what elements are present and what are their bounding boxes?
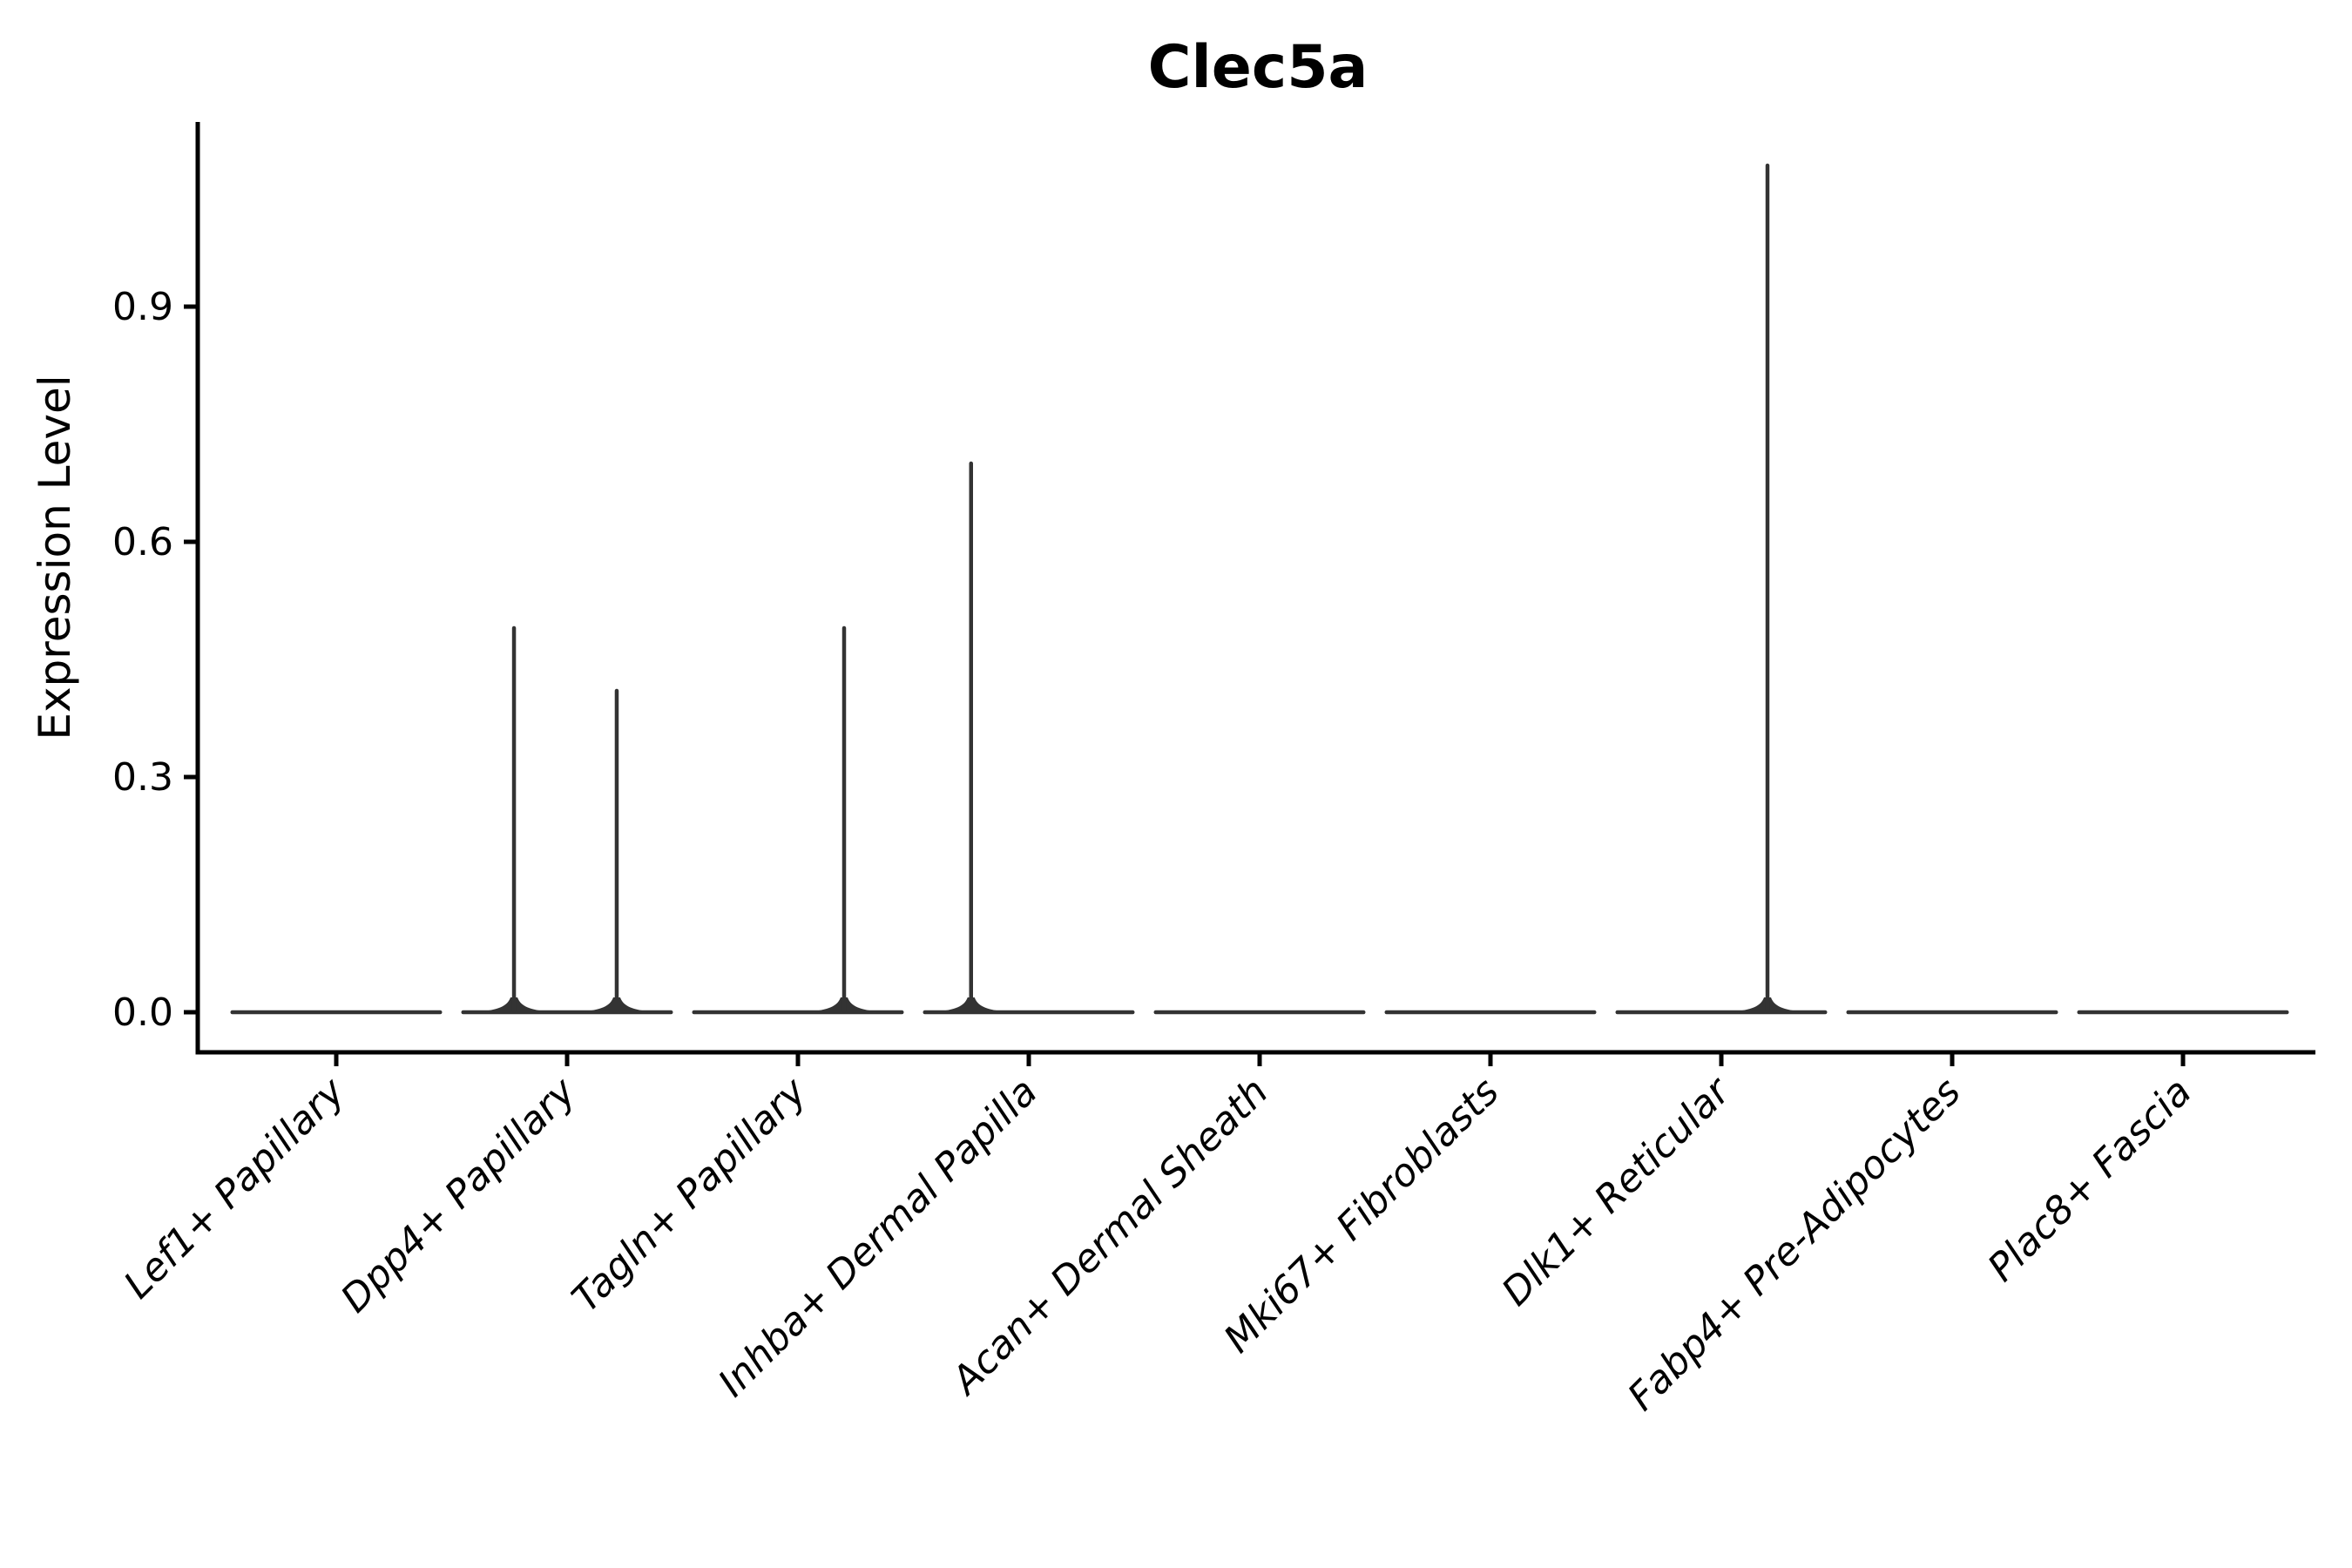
y-tick-label: 0.3 <box>112 755 173 800</box>
violin-inhba-dermal-papilla <box>923 461 1135 1015</box>
violins <box>230 163 2289 1015</box>
violin-dpp4-papillary <box>461 625 673 1015</box>
x-tick-label: Dlk1+ Reticular <box>1493 1068 1740 1315</box>
x-tick-label: Tagln+ Papillary <box>564 1069 815 1321</box>
y-axis: 0.0 0.3 0.6 0.9 <box>112 122 200 1052</box>
y-tick-label: 0.9 <box>112 285 173 329</box>
plot-title: Clec5a <box>1148 33 1369 102</box>
violin-dlk1-reticular <box>1615 163 1828 1015</box>
x-tick-label: Plac8+ Fascia <box>1979 1070 2200 1290</box>
y-tick-label: 0.0 <box>112 990 173 1035</box>
x-tick-label: Lef1+ Papillary <box>116 1069 355 1308</box>
violin-tagln-papillary <box>692 625 904 1015</box>
y-tick-label: 0.6 <box>112 520 173 564</box>
y-axis-label: Expression Level <box>30 375 80 740</box>
x-tick-label: Dpp4+ Papillary <box>333 1069 585 1321</box>
